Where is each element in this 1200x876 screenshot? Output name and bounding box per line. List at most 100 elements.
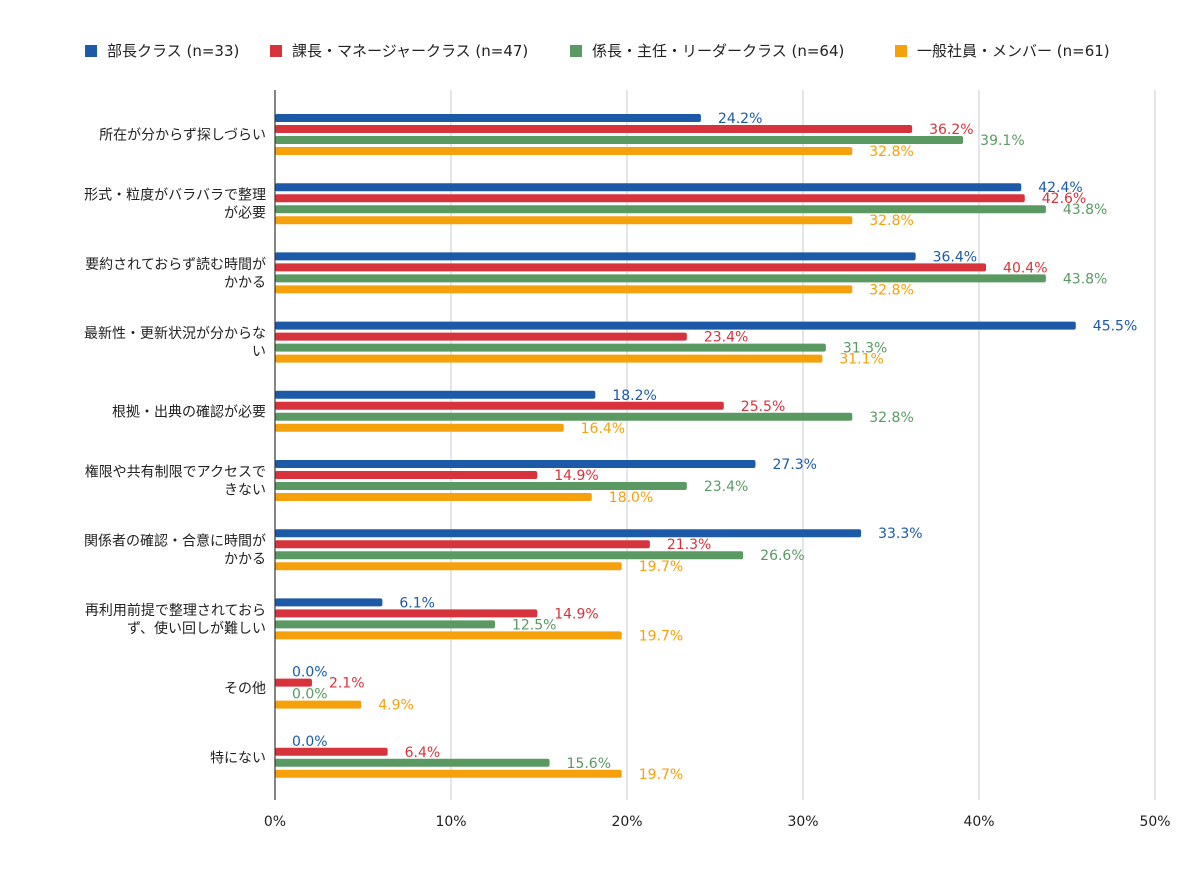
bar bbox=[275, 114, 701, 122]
data-label: 31.3% bbox=[843, 341, 887, 357]
data-label: 39.1% bbox=[980, 133, 1024, 149]
data-label: 42.6% bbox=[1042, 191, 1086, 207]
category-label: 所在が分からず探しづらい bbox=[99, 128, 266, 144]
bar bbox=[275, 147, 853, 155]
data-label: 0.0% bbox=[292, 665, 328, 681]
legend-label: 部長クラス (n=33) bbox=[107, 42, 239, 60]
data-label: 19.7% bbox=[639, 628, 683, 644]
bar bbox=[275, 620, 495, 629]
x-tick-label: 0% bbox=[264, 814, 286, 830]
legend-label: 課長・マネージャークラス (n=47) bbox=[292, 42, 528, 60]
data-label: 4.9% bbox=[378, 698, 414, 714]
bar bbox=[275, 274, 1046, 283]
legend-label: 係長・主任・リーダークラス (n=64) bbox=[592, 42, 844, 60]
data-label: 19.7% bbox=[639, 559, 683, 575]
category-label: 最新性・更新状況が分からない bbox=[84, 326, 266, 360]
data-label: 14.9% bbox=[554, 606, 598, 622]
bar bbox=[275, 343, 826, 352]
bar bbox=[275, 136, 964, 144]
bar bbox=[275, 252, 916, 261]
data-label: 26.6% bbox=[760, 548, 804, 564]
x-tick-label: 50% bbox=[1139, 814, 1170, 830]
data-label: 36.2% bbox=[929, 122, 973, 138]
data-label: 23.4% bbox=[704, 479, 748, 495]
bar bbox=[275, 194, 1025, 203]
bar bbox=[275, 205, 1046, 214]
bar bbox=[275, 562, 622, 571]
category-label: 再利用前提で整理されておらず、使い回しが難しい bbox=[85, 602, 266, 637]
bar bbox=[275, 609, 538, 618]
data-label: 15.6% bbox=[567, 756, 611, 772]
bar bbox=[275, 540, 650, 549]
data-label: 24.2% bbox=[718, 111, 762, 127]
bar bbox=[275, 678, 312, 687]
category-label: 形式・粒度がバラバラで整理が必要 bbox=[84, 188, 266, 222]
data-label: 32.8% bbox=[869, 410, 913, 426]
data-label: 23.4% bbox=[704, 330, 748, 346]
bar bbox=[275, 263, 987, 272]
category-label: 権限や共有制限でアクセスできない bbox=[85, 464, 266, 499]
bar bbox=[275, 332, 687, 341]
data-label: 21.3% bbox=[667, 537, 711, 553]
bar bbox=[275, 183, 1022, 192]
legend-swatch bbox=[85, 45, 97, 57]
bar bbox=[275, 125, 913, 133]
legend-swatch bbox=[895, 45, 907, 57]
bar bbox=[275, 321, 1076, 330]
data-label: 43.8% bbox=[1063, 271, 1107, 287]
data-label: 19.7% bbox=[639, 767, 683, 783]
bar bbox=[275, 769, 622, 778]
category-label: その他 bbox=[224, 681, 266, 697]
data-label: 42.4% bbox=[1038, 180, 1082, 196]
bar bbox=[275, 482, 687, 490]
category-label: 要約されておらず読む時間がかかる bbox=[85, 256, 266, 291]
data-label: 18.2% bbox=[612, 388, 656, 404]
data-label: 32.8% bbox=[869, 144, 913, 160]
bar bbox=[275, 598, 383, 607]
data-label: 36.4% bbox=[933, 249, 977, 265]
bar bbox=[275, 529, 862, 538]
data-label: 33.3% bbox=[878, 526, 922, 542]
bar bbox=[275, 493, 592, 501]
x-tick-label: 10% bbox=[435, 814, 466, 830]
data-label: 12.5% bbox=[512, 617, 556, 633]
data-label: 16.4% bbox=[581, 421, 625, 437]
data-label: 31.1% bbox=[839, 352, 883, 368]
legend-swatch bbox=[570, 45, 582, 57]
x-tick-label: 20% bbox=[611, 814, 642, 830]
bar bbox=[275, 747, 388, 756]
bar bbox=[275, 631, 622, 640]
bar bbox=[275, 354, 823, 363]
data-label: 6.4% bbox=[405, 745, 441, 761]
data-label: 45.5% bbox=[1093, 319, 1137, 335]
x-tick-label: 40% bbox=[963, 814, 994, 830]
data-label: 6.1% bbox=[399, 595, 435, 611]
data-label: 32.8% bbox=[869, 282, 913, 298]
data-label: 27.3% bbox=[772, 457, 816, 473]
data-label: 43.8% bbox=[1063, 202, 1107, 218]
data-label: 0.0% bbox=[292, 734, 328, 750]
data-label: 25.5% bbox=[741, 399, 785, 415]
data-label: 2.1% bbox=[329, 676, 365, 692]
bar bbox=[275, 401, 724, 410]
bar bbox=[275, 216, 853, 225]
data-label: 40.4% bbox=[1003, 260, 1047, 276]
data-label: 14.9% bbox=[554, 468, 598, 484]
bar bbox=[275, 551, 744, 560]
bar bbox=[275, 758, 550, 767]
category-label: 関係者の確認・合意に時間がかかる bbox=[84, 533, 266, 568]
data-label: 18.0% bbox=[609, 490, 653, 506]
bar bbox=[275, 471, 538, 479]
bar bbox=[275, 423, 564, 432]
legend-label: 一般社員・メンバー (n=61) bbox=[917, 42, 1110, 60]
category-label: 根拠・出典の確認が必要 bbox=[112, 404, 266, 420]
data-label: 0.0% bbox=[292, 687, 328, 703]
bar bbox=[275, 700, 362, 709]
bar bbox=[275, 285, 853, 294]
category-label: 特にない bbox=[210, 750, 266, 766]
legend-swatch bbox=[270, 45, 282, 57]
bar bbox=[275, 390, 596, 399]
data-label: 32.8% bbox=[869, 213, 913, 229]
